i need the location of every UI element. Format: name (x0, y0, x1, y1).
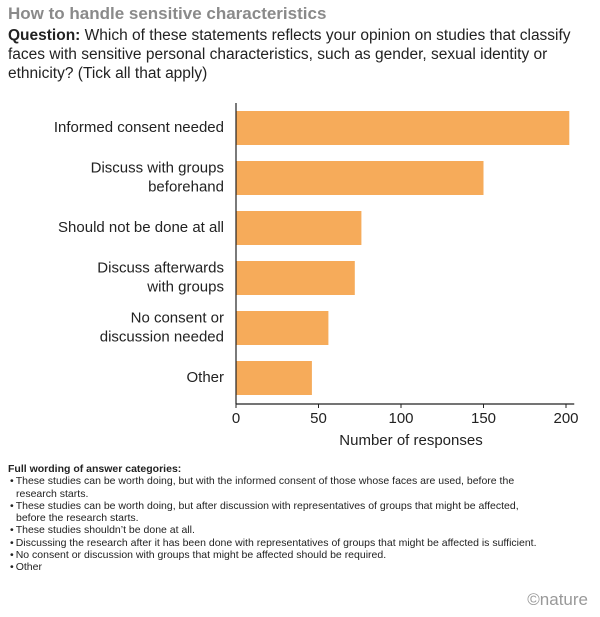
footnote-title: Full wording of answer categories: (8, 463, 182, 475)
footnote-item: These studies can be worth doing, but af… (8, 500, 538, 525)
footnote-item: These studies shouldn’t be done at all. (8, 524, 538, 536)
question: Question: Which of these statements refl… (8, 26, 593, 83)
y-tick-label: No consent or (131, 309, 224, 326)
x-tick-label: 100 (388, 410, 413, 427)
x-tick-label: 50 (310, 410, 327, 427)
footnote-item: Other (8, 561, 538, 573)
bar (236, 261, 355, 295)
y-tick-label: with groups (146, 278, 224, 295)
title: How to handle sensitive characteristics (8, 4, 327, 23)
y-tick-label: Informed consent needed (54, 119, 224, 136)
bar (236, 361, 312, 395)
bar (236, 161, 484, 195)
bar (236, 111, 570, 145)
x-tick-label: 0 (232, 410, 240, 427)
y-tick-label: Should not be done at all (58, 219, 224, 236)
y-tick-label: beforehand (148, 178, 224, 195)
bar (236, 211, 362, 245)
y-tick-label: Discuss afterwards (97, 259, 224, 276)
x-tick-label: 200 (553, 410, 578, 427)
x-axis-title: Number of responses (339, 432, 482, 449)
y-tick-label: Discuss with groups (91, 159, 224, 176)
y-tick-label: Other (186, 369, 224, 386)
source: ©nature (527, 590, 588, 609)
footnote-item: Discussing the research after it has bee… (8, 537, 538, 549)
question-label: Question: (8, 27, 81, 44)
bar (236, 311, 329, 345)
footnote: Full wording of answer categories: These… (8, 463, 538, 574)
footnote-item: These studies can be worth doing, but wi… (8, 475, 538, 500)
footnote-item: No consent or discussion with groups tha… (8, 549, 538, 561)
x-tick-label: 150 (471, 410, 496, 427)
y-tick-label: discussion needed (100, 328, 224, 345)
footnote-list: These studies can be worth doing, but wi… (8, 475, 538, 573)
question-text: Which of these statements reflects your … (8, 27, 571, 82)
